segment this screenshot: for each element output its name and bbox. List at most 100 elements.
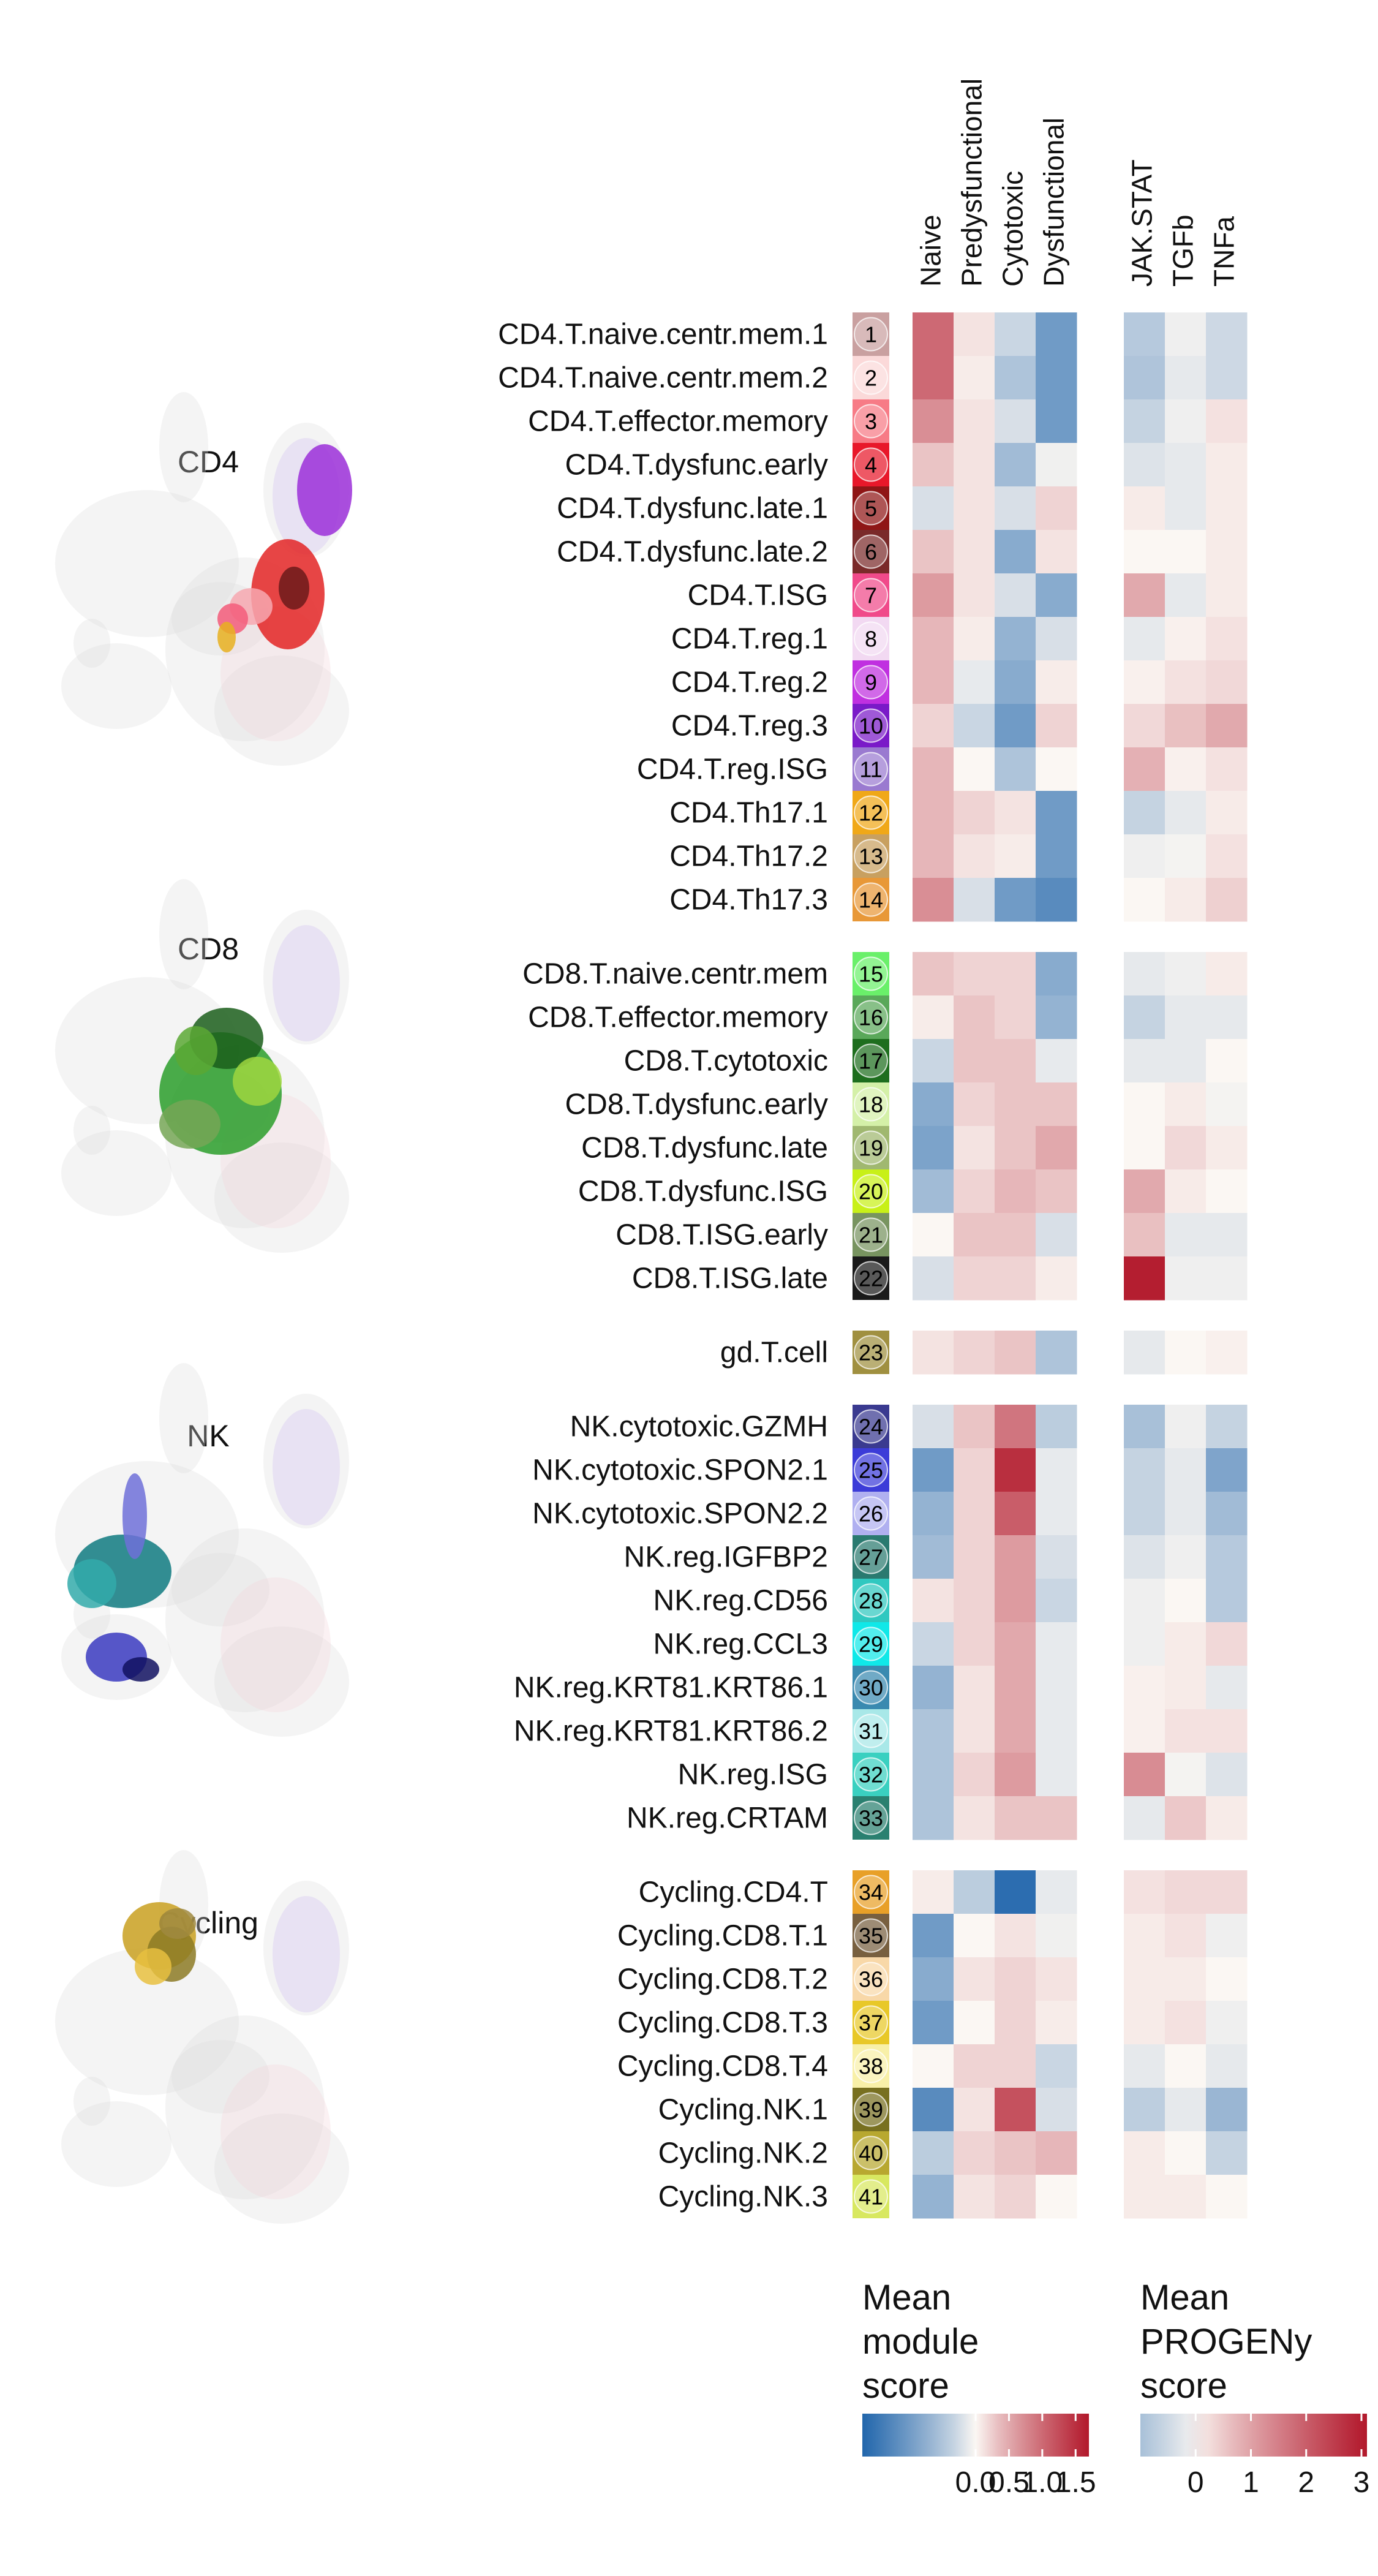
module-cell bbox=[995, 1039, 1036, 1083]
cluster-number: 6 bbox=[865, 540, 877, 565]
module-cell bbox=[1036, 1535, 1077, 1579]
module-cell bbox=[954, 1753, 995, 1797]
progeny-cell bbox=[1165, 1957, 1207, 2001]
module-cell bbox=[995, 1169, 1036, 1214]
cluster-number-circle bbox=[854, 1217, 888, 1252]
module-cell bbox=[954, 1914, 995, 1958]
row-label: NK.reg.CCL3 bbox=[653, 1628, 828, 1661]
progeny-cell bbox=[1206, 2001, 1248, 2045]
progeny-cell bbox=[1206, 1169, 1248, 1214]
module-cell bbox=[1036, 1622, 1077, 1666]
module-cell bbox=[954, 660, 995, 704]
module-cell bbox=[913, 356, 954, 400]
cluster-number-circle bbox=[854, 1918, 888, 1953]
module-cell bbox=[913, 747, 954, 791]
module-cell bbox=[1036, 1753, 1077, 1797]
cluster-color-badge bbox=[853, 1126, 889, 1169]
module-cell bbox=[913, 486, 954, 531]
umap-highlighted-cluster bbox=[159, 1908, 196, 1939]
cluster-number-circle bbox=[854, 1583, 888, 1618]
cluster-number: 41 bbox=[859, 2185, 883, 2210]
module-cell bbox=[913, 1039, 954, 1083]
row-label: CD4.T.naive.centr.mem.1 bbox=[498, 319, 828, 351]
progeny-cell bbox=[1124, 443, 1165, 487]
umap-background-cells bbox=[73, 1106, 110, 1155]
progeny-cell bbox=[1206, 1709, 1248, 1753]
cluster-color-badge bbox=[853, 1039, 889, 1082]
module-cell bbox=[1036, 1126, 1077, 1170]
progeny-cell bbox=[1165, 312, 1207, 357]
progeny-cell bbox=[1165, 2001, 1207, 2045]
row-label: CD8.T.dysfunc.ISG bbox=[578, 1176, 828, 1208]
module-cell bbox=[954, 1082, 995, 1127]
module-cell bbox=[1036, 1492, 1077, 1536]
umap-background-cells bbox=[214, 1143, 349, 1253]
module-cell bbox=[995, 2044, 1036, 2088]
module-cell bbox=[995, 2001, 1036, 2045]
cluster-color-badge bbox=[853, 704, 889, 747]
row-label: CD8.T.cytotoxic bbox=[624, 1045, 828, 1078]
cluster-number: 11 bbox=[859, 757, 882, 782]
cluster-number: 38 bbox=[859, 2054, 883, 2079]
progeny-cell bbox=[1206, 1957, 1248, 2001]
legend-tick-label: 1.5 bbox=[1055, 2466, 1096, 2499]
row-label: Cycling.CD4.T bbox=[639, 1876, 828, 1909]
cluster-number: 8 bbox=[865, 627, 877, 652]
cluster-number: 40 bbox=[859, 2141, 883, 2166]
cluster-number-circle bbox=[854, 2049, 888, 2083]
cluster-color-badge bbox=[853, 1213, 889, 1256]
module-cell bbox=[1036, 1169, 1077, 1214]
module-column-header: Dysfunctional bbox=[1038, 118, 1070, 287]
cluster-color-badge bbox=[853, 1405, 889, 1448]
progeny-cell bbox=[1124, 2088, 1165, 2132]
umap-highlighted-cluster bbox=[297, 444, 352, 536]
module-cell bbox=[954, 1331, 995, 1375]
cluster-color-badge bbox=[853, 1709, 889, 1753]
progeny-cell bbox=[1206, 486, 1248, 531]
progeny-cell bbox=[1165, 486, 1207, 531]
cluster-number: 36 bbox=[859, 1967, 883, 1992]
cluster-number-circle bbox=[854, 1757, 888, 1792]
cluster-number-circle bbox=[854, 360, 888, 395]
module-cell bbox=[954, 312, 995, 357]
module-cell bbox=[954, 2044, 995, 2088]
umap-highlighted-cluster bbox=[279, 567, 309, 610]
module-cell bbox=[1036, 2131, 1077, 2175]
cluster-number: 16 bbox=[859, 1005, 883, 1030]
progeny-cell bbox=[1165, 1331, 1207, 1375]
cluster-number-circle bbox=[854, 1043, 888, 1078]
row-label: Cycling.NK.1 bbox=[658, 2094, 828, 2126]
cluster-number-circle bbox=[854, 447, 888, 482]
module-cell bbox=[1036, 1213, 1077, 1257]
progeny-cell bbox=[1165, 704, 1207, 748]
module-cell bbox=[913, 1709, 954, 1753]
progeny-cell bbox=[1165, 1535, 1207, 1579]
progeny-cell bbox=[1124, 1796, 1165, 1840]
progeny-cell bbox=[1206, 1331, 1248, 1375]
module-cell bbox=[954, 399, 995, 444]
progeny-cell bbox=[1206, 1753, 1248, 1797]
progeny-cell bbox=[1206, 1535, 1248, 1579]
umap-background-cells bbox=[220, 1577, 331, 1712]
row-label: CD4.T.reg.3 bbox=[671, 710, 828, 742]
progeny-cell bbox=[1124, 356, 1165, 400]
umap-highlighted-cluster bbox=[67, 1559, 116, 1608]
module-cell bbox=[913, 660, 954, 704]
umap-background-cells bbox=[73, 2077, 110, 2126]
cluster-number: 10 bbox=[859, 714, 883, 739]
cluster-number-circle bbox=[854, 1539, 888, 1574]
module-cell bbox=[913, 1213, 954, 1257]
module-cell bbox=[954, 1666, 995, 1710]
progeny-cell bbox=[1124, 2175, 1165, 2219]
legend-colorbar bbox=[1140, 2414, 1367, 2457]
cluster-number: 32 bbox=[859, 1762, 883, 1788]
progeny-cell bbox=[1165, 1169, 1207, 1214]
cluster-color-badge bbox=[853, 573, 889, 617]
cluster-number-circle bbox=[854, 2092, 888, 2127]
cluster-color-badge bbox=[853, 2175, 889, 2218]
umap-background-cells bbox=[263, 910, 349, 1044]
umap-panel-nk: NK bbox=[55, 1363, 349, 1737]
progeny-cell bbox=[1206, 1666, 1248, 1710]
progeny-cell bbox=[1124, 878, 1165, 922]
